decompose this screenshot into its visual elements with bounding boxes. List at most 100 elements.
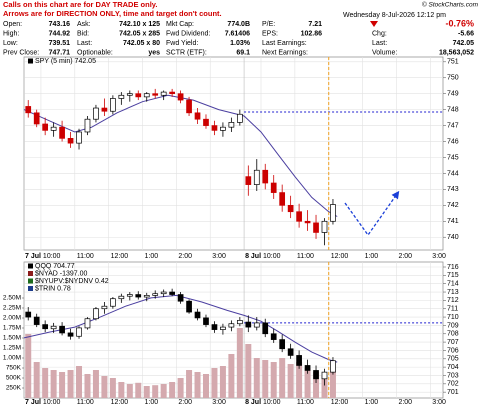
day-label: 8 Jul bbox=[245, 399, 261, 406]
candle-body bbox=[93, 308, 99, 320]
y-tick-label: 745 bbox=[447, 154, 459, 161]
candle-body bbox=[304, 365, 311, 371]
volume-bar bbox=[253, 358, 260, 398]
x-tick-label: 1:00 bbox=[145, 253, 159, 260]
y2-tick-label: 250K bbox=[6, 385, 22, 392]
candle-body bbox=[143, 93, 150, 98]
legend-swatch bbox=[28, 58, 33, 64]
candle-body bbox=[296, 211, 302, 222]
y-tick-label: 714 bbox=[447, 281, 459, 288]
y2-tick-label: 750K bbox=[6, 365, 22, 372]
candle-body bbox=[42, 123, 49, 131]
volume-bar bbox=[126, 384, 133, 398]
summary-value: 742.05 bbox=[453, 40, 475, 47]
quote-value: yes bbox=[148, 49, 160, 56]
y-tick-label: 743 bbox=[447, 186, 459, 193]
legend-swatch bbox=[28, 278, 33, 284]
candle-body bbox=[33, 316, 40, 325]
x-tick-label: 2:00 bbox=[398, 399, 412, 406]
candle-body bbox=[203, 118, 209, 126]
volume-bar bbox=[33, 362, 40, 398]
candle-body bbox=[211, 324, 218, 330]
candle-body bbox=[152, 93, 159, 96]
volume-bar bbox=[92, 370, 99, 398]
candle-body bbox=[76, 131, 82, 144]
y-tick-label: 704 bbox=[447, 364, 459, 371]
quote-label: EPS: bbox=[262, 30, 278, 37]
x-tick-label: 12:00 bbox=[331, 253, 349, 260]
volume-bar bbox=[50, 370, 57, 398]
y-tick-label: 744 bbox=[447, 170, 459, 177]
x-tick-label: 11:00 bbox=[297, 399, 314, 406]
candle-body bbox=[126, 93, 133, 96]
volume-bar bbox=[245, 344, 252, 398]
quote-value: 7.61406 bbox=[225, 30, 250, 37]
candle-body bbox=[304, 220, 311, 224]
candle-body bbox=[169, 91, 175, 95]
quote-value: 1.03% bbox=[230, 40, 251, 47]
y2-tick-label: 2.00M bbox=[3, 315, 21, 322]
candle-body bbox=[203, 317, 209, 325]
y-tick-label: 703 bbox=[447, 372, 459, 379]
x-tick-label: 2:00 bbox=[398, 253, 412, 260]
x-tick-label: 10:00 bbox=[43, 399, 61, 406]
x-tick-label: 11:00 bbox=[297, 253, 314, 260]
quote-label: Fwd Dividend: bbox=[166, 30, 210, 37]
candle-body bbox=[321, 371, 328, 380]
legend-swatch bbox=[28, 286, 33, 291]
y-tick-label: 711 bbox=[447, 306, 458, 313]
candle-body bbox=[143, 295, 150, 298]
date: Wednesday 8-Jul-2026 12:12 pm bbox=[343, 12, 446, 19]
volume-bar bbox=[329, 370, 336, 398]
candle-body bbox=[262, 322, 269, 335]
volume-bar bbox=[262, 360, 269, 398]
candle-body bbox=[270, 333, 277, 340]
legend-swatch bbox=[28, 271, 33, 276]
moving-average bbox=[23, 94, 338, 217]
y-tick-label: 716 bbox=[447, 264, 459, 271]
x-tick-label: 3:00 bbox=[432, 399, 446, 406]
y-tick-label: 751 bbox=[447, 59, 459, 66]
y-tick-label: 710 bbox=[447, 314, 459, 321]
legend-swatch bbox=[28, 263, 33, 269]
summary-label: Chg: bbox=[372, 30, 387, 37]
quote-value: 69.1 bbox=[236, 49, 250, 56]
volume-bar bbox=[202, 374, 209, 398]
candle-body bbox=[118, 295, 125, 300]
candle-body bbox=[220, 326, 226, 330]
y-tick-label: 708 bbox=[447, 331, 459, 338]
volume-bar bbox=[67, 370, 74, 398]
quote-value: 743.16 bbox=[49, 21, 71, 28]
candle-body bbox=[25, 311, 32, 318]
y-tick-label: 705 bbox=[447, 356, 459, 363]
quote-label: Open: bbox=[3, 21, 22, 28]
y-tick-label: 748 bbox=[447, 106, 459, 113]
volume-bar bbox=[76, 366, 83, 398]
y2-tick-label: 500K bbox=[6, 375, 22, 382]
quote-label: Optionable: bbox=[77, 49, 113, 56]
quote-label: Last: bbox=[77, 40, 92, 47]
candle-body bbox=[220, 126, 226, 131]
candle-body bbox=[101, 107, 108, 112]
volume-bar bbox=[186, 370, 193, 398]
candle-body bbox=[135, 294, 142, 298]
volume-bar bbox=[296, 362, 303, 398]
candle-body bbox=[110, 98, 116, 112]
quote-label: High: bbox=[3, 30, 19, 37]
volume-bar bbox=[228, 354, 235, 398]
candle-body bbox=[25, 106, 32, 114]
x-tick-label: 2:00 bbox=[178, 253, 192, 260]
quote-label: Low: bbox=[3, 40, 18, 47]
candle-body bbox=[330, 360, 336, 373]
legend-label: QQQ 704.77 bbox=[35, 263, 75, 270]
quote-label: Bid: bbox=[77, 30, 89, 37]
direction-arrow bbox=[344, 190, 400, 237]
quote-label: Last Earnings: bbox=[262, 40, 307, 47]
x-tick-label: 2:00 bbox=[178, 399, 192, 406]
candle-body bbox=[160, 291, 167, 295]
candle-body bbox=[228, 122, 235, 128]
volume-bar bbox=[160, 384, 167, 398]
candle-body bbox=[50, 126, 57, 131]
volume-bar bbox=[279, 358, 286, 398]
quote-label: Prev Close: bbox=[3, 49, 39, 56]
